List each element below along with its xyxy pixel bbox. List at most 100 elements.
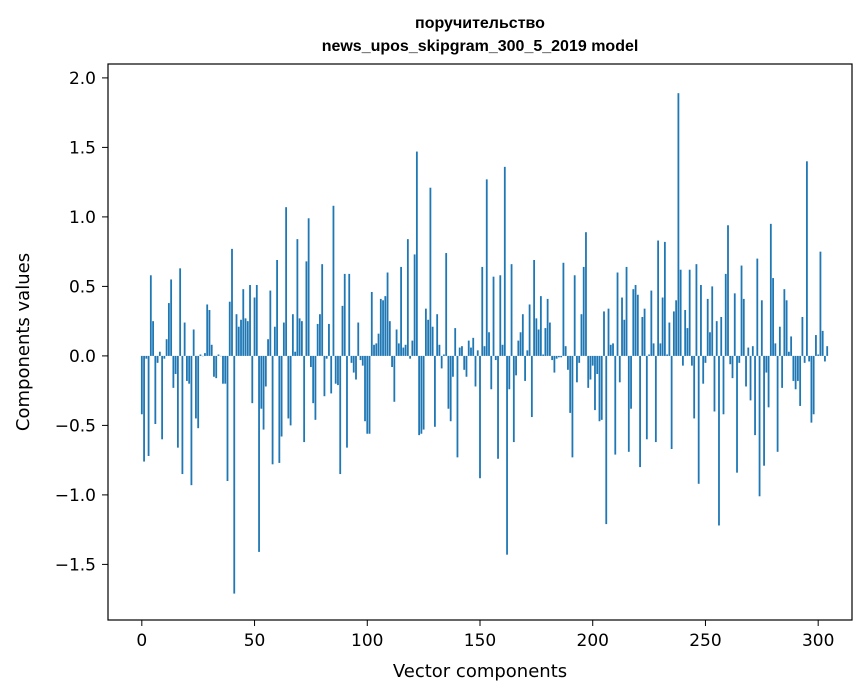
bar-158 — [497, 355, 499, 459]
bar-34 — [217, 354, 220, 356]
bar-141 — [458, 347, 461, 356]
bar-176 — [537, 329, 540, 356]
bar-86 — [334, 355, 337, 384]
chart-title: поручительство — [415, 15, 545, 32]
bar-59 — [273, 326, 276, 356]
bar-45 — [242, 289, 245, 356]
bar-242 — [686, 328, 689, 356]
bar-252 — [709, 332, 711, 356]
bar-90 — [343, 273, 346, 356]
bar-26 — [199, 354, 202, 356]
bar-147 — [472, 337, 475, 356]
bar-88 — [339, 355, 342, 475]
bar-263 — [733, 293, 736, 356]
bar-118 — [406, 239, 409, 356]
bar-72 — [303, 355, 306, 443]
bar-9 — [161, 355, 164, 440]
bar-282 — [776, 355, 779, 452]
bar-161 — [503, 166, 506, 356]
bar-24 — [195, 355, 197, 419]
bar-289 — [792, 355, 795, 381]
bar-302 — [821, 330, 824, 356]
bar-53 — [260, 355, 263, 409]
bar-104 — [375, 343, 378, 356]
bar-123 — [418, 355, 421, 436]
bar-21 — [188, 355, 191, 384]
bar-105 — [377, 333, 380, 356]
bar-180 — [546, 298, 549, 356]
bar-195 — [580, 314, 583, 356]
y-tick-label: 1.0 — [69, 208, 96, 228]
bar-17 — [179, 268, 182, 356]
bar-150 — [479, 355, 481, 479]
bar-110 — [388, 321, 391, 356]
bar-64 — [285, 207, 288, 356]
bar-29 — [206, 304, 209, 356]
bar-184 — [555, 355, 558, 359]
bar-261 — [729, 355, 732, 365]
bar-299 — [815, 335, 817, 356]
bar-75 — [310, 355, 312, 368]
bar-66 — [289, 355, 292, 426]
bar-112 — [393, 355, 396, 402]
bar-8 — [158, 351, 161, 356]
bar-54 — [262, 355, 265, 430]
bar-13 — [170, 279, 173, 356]
bar-133 — [440, 355, 443, 369]
bar-177 — [539, 296, 542, 356]
bar-167 — [517, 340, 520, 356]
bar-74 — [307, 218, 310, 356]
y-tick-label: −0.5 — [55, 416, 96, 436]
bar-120 — [411, 340, 414, 356]
y-tick-label: 1.5 — [69, 138, 96, 158]
bar-266 — [740, 265, 743, 356]
bar-160 — [501, 344, 504, 356]
bar-286 — [785, 300, 788, 356]
bar-124 — [420, 355, 423, 434]
bar-181 — [548, 322, 551, 356]
bar-47 — [246, 321, 249, 356]
bar-231 — [661, 297, 664, 356]
bar-241 — [684, 310, 687, 356]
bar-250 — [704, 355, 707, 363]
bar-44 — [240, 319, 242, 356]
bar-284 — [781, 355, 784, 388]
bar-200 — [591, 355, 594, 366]
bar-4 — [149, 275, 152, 356]
bar-283 — [778, 326, 781, 356]
bar-303 — [824, 355, 826, 362]
bar-194 — [578, 355, 581, 363]
bar-254 — [713, 355, 716, 412]
bar-79 — [319, 314, 321, 356]
bar-48 — [249, 285, 251, 356]
bar-148 — [474, 355, 477, 387]
bar-275 — [760, 300, 763, 356]
bar-22 — [190, 355, 193, 486]
bar-209 — [612, 343, 614, 356]
bar-204 — [600, 355, 603, 420]
bar-287 — [787, 351, 790, 356]
bar-251 — [706, 298, 709, 356]
bar-228 — [654, 355, 657, 443]
bar-144 — [465, 355, 468, 377]
bar-12 — [167, 303, 170, 356]
bar-234 — [668, 322, 671, 356]
bar-267 — [742, 298, 745, 356]
bar-162 — [506, 355, 508, 555]
bar-58 — [271, 355, 274, 465]
bar-173 — [530, 355, 533, 418]
bar-30 — [208, 310, 211, 356]
bar-43 — [237, 326, 240, 356]
bar-49 — [251, 355, 254, 404]
bar-213 — [621, 297, 623, 356]
bar-146 — [470, 347, 472, 356]
bar-106 — [379, 298, 382, 356]
bar-217 — [630, 355, 632, 409]
x-tick-label: 50 — [244, 631, 266, 651]
bar-16 — [176, 355, 179, 448]
y-tick-label: −1.5 — [55, 555, 96, 575]
bar-259 — [724, 273, 727, 356]
bar-139 — [454, 328, 457, 356]
bar-193 — [576, 355, 578, 383]
bar-159 — [499, 275, 502, 356]
